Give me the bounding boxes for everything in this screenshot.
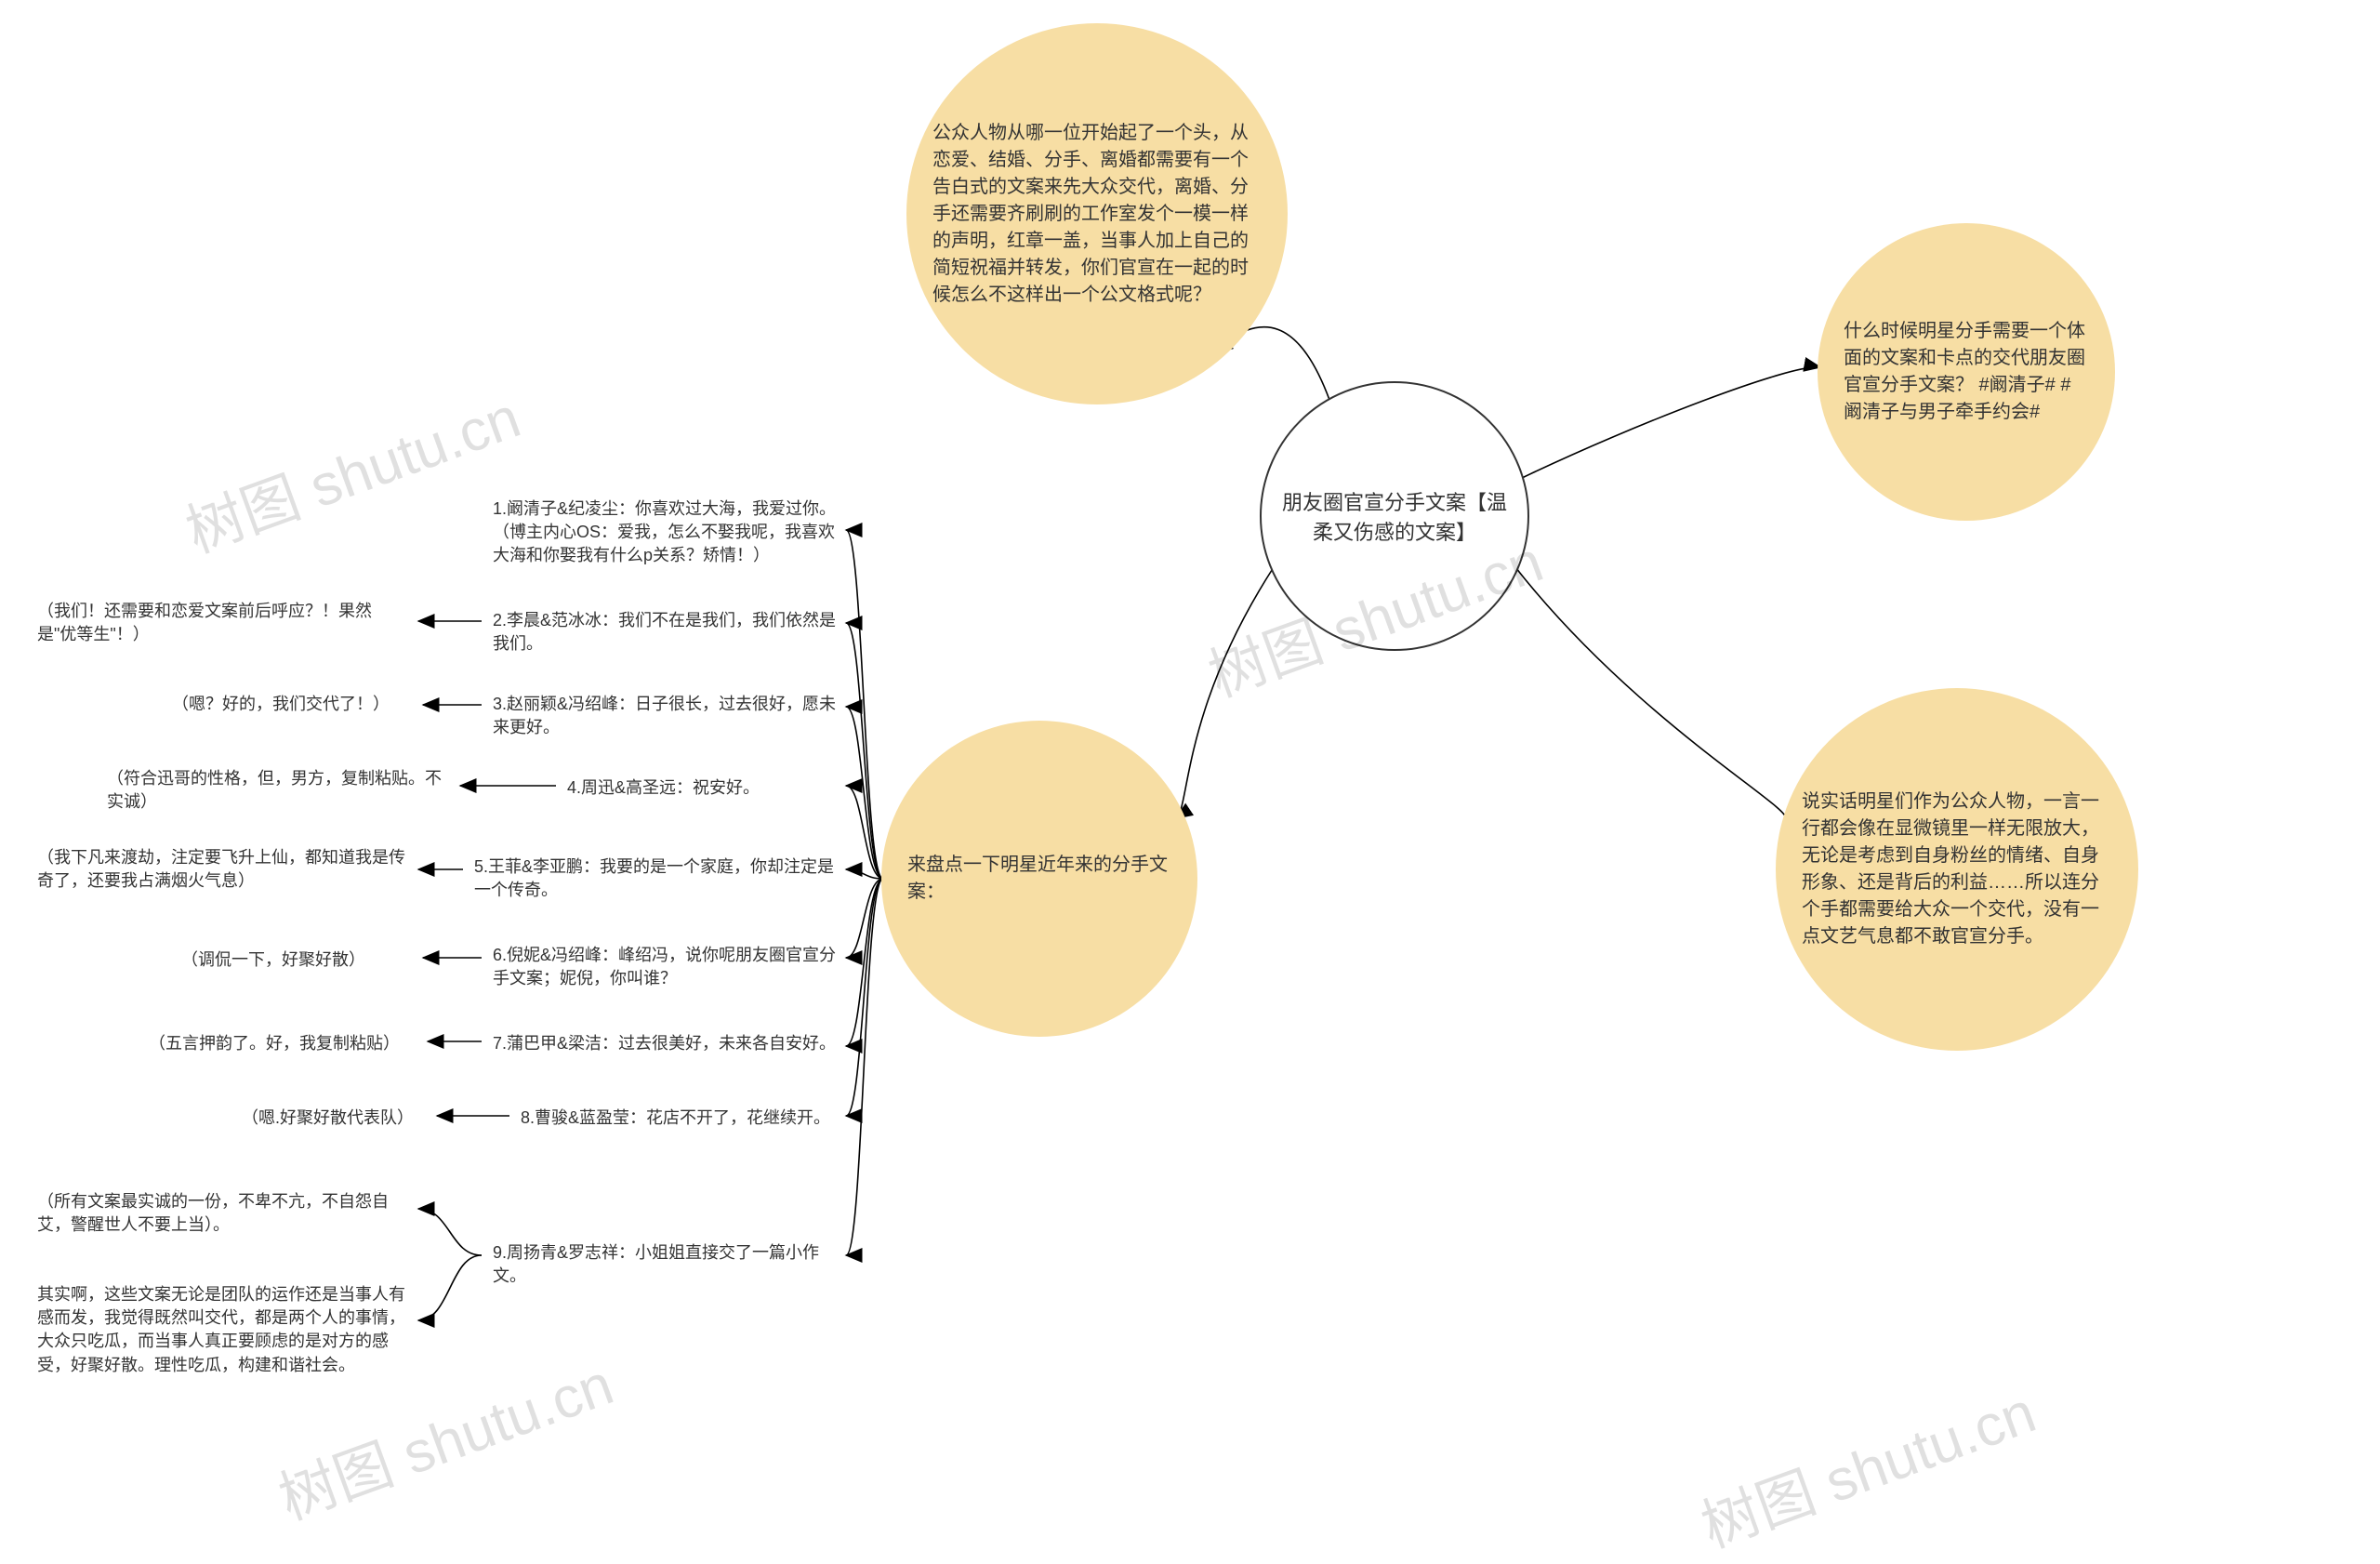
leaf-node-l7: 7.蒲巴甲&梁洁：过去很美好，未来各自安好。 [493,1032,837,1055]
connector [846,879,883,1116]
connector [846,786,883,879]
comment-label: （所有文案最实诚的一份，不卑不亢，不自怨自艾，警醒世人不要上当）。 [37,1190,409,1237]
comment-label: （调侃一下，好聚好散） [181,948,365,972]
leaf-node-l8: 8.曹骏&蓝盈莹：花店不开了，花继续开。 [521,1107,837,1130]
comment-node-c6: （调侃一下，好聚好散） [181,948,414,972]
comment-node-c5: （我下凡来渡劫，注定要飞升上仙，都知道我是传奇了，还要我占满烟火气息） [37,846,409,893]
branch-node-b4: 来盘点一下明星近年来的分手文案： [881,721,1197,1037]
comment-node-c9a: （所有文案最实诚的一份，不卑不亢，不自怨自艾，警醒世人不要上当）。 [37,1190,409,1237]
connector [418,1255,482,1320]
connector [1515,567,1785,818]
comment-node-c4: （符合迅哥的性格，但，男方，复制粘贴。不实诚） [107,767,451,814]
comment-node-c2: （我们！还需要和恋爱文案前后呼应？！果然是"优等生"！） [37,600,409,646]
center-node: 朋友圈官宣分手文案【温柔又伤感的文案】 [1260,381,1529,651]
connector [846,530,883,879]
watermark: 树图 shutu.cn [173,370,530,568]
comment-node-c3: （嗯？好的，我们交代了！） [172,693,414,716]
branch-node-b2: 什么时候明星分手需要一个体面的文案和卡点的交代朋友圈官宣分手文案？ #阚清子#​… [1818,223,2115,521]
comment-label: （嗯.好聚好散代表队） [242,1107,414,1130]
connector [846,869,883,879]
leaf-node-l9: 9.周扬青&罗志祥：小姐姐直接交了一篇小作文。 [493,1241,837,1288]
connector [1520,367,1820,479]
connector [846,623,883,879]
leaf-node-l4: 4.周迅&高圣远：祝安好。 [567,776,837,800]
connector [1176,567,1274,818]
comment-label: 其实啊，这些文案无论是团队的运作还是当事人有感而发，我觉得既然叫交代，都是两个人… [37,1283,409,1377]
leaf-label: 7.蒲巴甲&梁洁：过去很美好，未来各自安好。 [493,1032,836,1055]
leaf-label: 1.阚清子&纪凌尘：你喜欢过大海，我爱过你。（博主内心OS：爱我，怎么不娶我呢，… [493,497,837,568]
comment-node-c8: （嗯.好聚好散代表队） [242,1107,428,1130]
comment-node-c9b: 其实啊，这些文案无论是团队的运作还是当事人有感而发，我觉得既然叫交代，都是两个人… [37,1283,409,1377]
leaf-label: 8.曹骏&蓝盈莹：花店不开了，花继续开。 [521,1107,830,1130]
leaf-label: 4.周迅&高圣远：祝安好。 [567,776,760,800]
branch-label: 公众人物从哪一位开始起了一个头，从恋爱、结婚、分手、离婚都需要有一个告白式的文案… [906,94,1288,335]
branch-node-b1: 公众人物从哪一位开始起了一个头，从恋爱、结婚、分手、离婚都需要有一个告白式的文案… [906,23,1288,404]
leaf-node-l5: 5.王菲&李亚鹏：我要的是一个家庭，你却注定是一个传奇。 [474,855,841,902]
connector [846,879,883,958]
branch-label: 什么时候明星分手需要一个体面的文案和卡点的交代朋友圈官宣分手文案？ #阚清子#​… [1818,292,2115,452]
comment-label: （五言押韵了。好，我复制粘贴） [149,1032,400,1055]
leaf-node-l6: 6.倪妮&冯绍峰：峰绍冯，说你呢朋友圈官宣分手文案；妮倪，你叫谁？ [493,944,837,990]
comment-label: （符合迅哥的性格，但，男方，复制粘贴。不实诚） [107,767,451,814]
connector [846,879,883,1255]
leaf-label: 6.倪妮&冯绍峰：峰绍冯，说你呢朋友圈官宣分手文案；妮倪，你叫谁？ [493,944,837,990]
watermark: 树图 shutu.cn [1688,1365,2045,1563]
leaf-label: 2.李晨&范冰冰：我们不在是我们，我们依然是我们。 [493,609,837,656]
comment-node-c7: （五言押韵了。好，我复制粘贴） [149,1032,418,1055]
leaf-label: 3.赵丽颖&冯绍峰：日子很长，过去很好，愿未来更好。 [493,693,837,739]
center-label: 朋友圈官宣分手文案【温柔又伤感的文案】 [1262,468,1527,564]
branch-label: 说实话明星们作为公众人物，一言一行都会像在显微镜里一样无限放大，无论是考虑到自身… [1776,762,2138,976]
connector [418,1209,482,1255]
leaf-node-l1: 1.阚清子&纪凌尘：你喜欢过大海，我爱过你。（博主内心OS：爱我，怎么不娶我呢，… [493,497,837,568]
branch-node-b3: 说实话明星们作为公众人物，一言一行都会像在显微镜里一样无限放大，无论是考虑到自身… [1776,688,2138,1051]
comment-label: （我们！还需要和恋爱文案前后呼应？！果然是"优等生"！） [37,600,409,646]
comment-label: （嗯？好的，我们交代了！） [172,693,390,716]
connector [846,879,883,1046]
leaf-label: 9.周扬青&罗志祥：小姐姐直接交了一篇小作文。 [493,1241,837,1288]
comment-label: （我下凡来渡劫，注定要飞升上仙，都知道我是传奇了，还要我占满烟火气息） [37,846,409,893]
leaf-node-l2: 2.李晨&范冰冰：我们不在是我们，我们依然是我们。 [493,609,837,656]
branch-label: 来盘点一下明星近年来的分手文案： [881,826,1197,932]
leaf-label: 5.王菲&李亚鹏：我要的是一个家庭，你却注定是一个传奇。 [474,855,841,902]
connector [846,707,883,879]
leaf-node-l3: 3.赵丽颖&冯绍峰：日子很长，过去很好，愿未来更好。 [493,693,837,739]
